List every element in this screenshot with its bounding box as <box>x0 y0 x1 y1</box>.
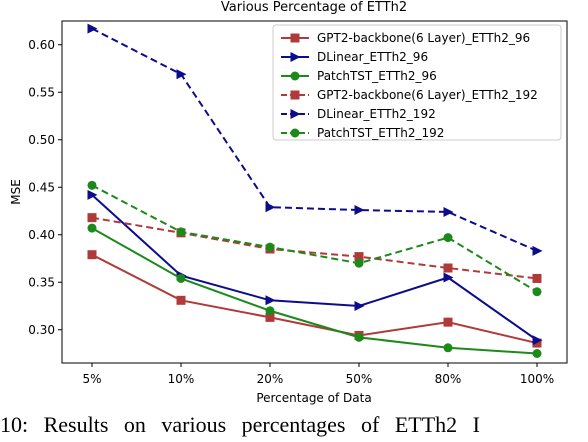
y-axis-label: MSE <box>9 179 23 205</box>
data-point <box>443 343 453 353</box>
legend: GPT2-backbone(6 Layer)_ETTh2_96 DLinear_E… <box>272 24 562 141</box>
data-point <box>532 287 542 297</box>
data-point <box>265 242 275 252</box>
x-tick-label: 5% <box>82 372 101 386</box>
data-point <box>176 69 187 80</box>
legend-label: GPT2-backbone(6 Layer)_ETTh2_192 <box>317 88 538 102</box>
x-tick-label: 50% <box>346 372 373 386</box>
series-5 <box>87 23 543 256</box>
y-tick-label: 0.35 <box>28 275 55 289</box>
data-point <box>87 189 98 200</box>
data-point <box>354 205 365 216</box>
y-tick-label: 0.40 <box>28 228 55 242</box>
x-tick-label: 80% <box>435 372 462 386</box>
series-3 <box>87 223 542 358</box>
data-point <box>87 213 97 223</box>
legend-marker <box>290 109 301 119</box>
y-tick-label: 0.30 <box>28 323 55 337</box>
plot-frame <box>61 20 568 364</box>
legend-marker <box>290 52 301 62</box>
data-point <box>354 252 364 262</box>
legend-label: PatchTST_ETTh2_192 <box>317 126 444 140</box>
series-line <box>91 184 538 293</box>
legend-label: PatchTST_ETTh2_96 <box>317 69 437 83</box>
legend-marker <box>290 90 300 100</box>
data-point <box>443 317 453 327</box>
legend-marker <box>290 33 300 43</box>
data-point <box>176 227 186 237</box>
series-line <box>91 253 538 345</box>
data-point <box>87 180 97 190</box>
legend-item: GPT2-backbone(6 Layer)_ETTh2_96 <box>281 31 530 45</box>
y-tick-label: 0.45 <box>28 180 55 194</box>
legend-label: DLinear_ETTh2_192 <box>317 107 436 121</box>
data-point <box>443 263 453 273</box>
data-point <box>176 273 186 283</box>
legend-marker <box>290 71 300 81</box>
data-point <box>265 306 275 316</box>
data-point <box>87 250 97 260</box>
chart-title: Various Percentage of ETTh2 <box>221 0 407 15</box>
series-layer <box>87 23 543 358</box>
data-point <box>443 233 453 243</box>
data-point <box>354 258 364 268</box>
y-tick-label: 0.55 <box>28 85 55 99</box>
x-tick-label: 100% <box>520 372 554 386</box>
series-line <box>91 27 538 252</box>
data-point <box>532 335 543 346</box>
data-point <box>176 295 186 305</box>
data-point <box>532 273 542 283</box>
figure-caption: 10: Results on various percentages of ET… <box>0 412 480 437</box>
data-point <box>87 223 97 233</box>
y-tick-label: 0.50 <box>28 133 55 147</box>
data-point <box>532 245 543 256</box>
series-line <box>91 194 538 342</box>
legend-item: PatchTST_ETTh2_96 <box>281 69 437 83</box>
data-point <box>265 202 276 213</box>
data-point <box>443 272 454 283</box>
data-point <box>265 295 276 306</box>
series-2 <box>87 189 543 346</box>
y-tick-label: 0.60 <box>28 38 55 52</box>
line-chart: Various Percentage of ETTh2 0.30 0.35 0.40… <box>9 0 568 405</box>
x-tick-label: 20% <box>257 372 284 386</box>
x-axis-label: Percentage of Data <box>256 391 371 405</box>
data-point <box>532 338 542 348</box>
legend-box <box>272 24 562 141</box>
data-point <box>443 206 454 217</box>
data-point <box>87 23 98 34</box>
data-point <box>532 349 542 358</box>
legend-item: PatchTST_ETTh2_192 <box>281 126 444 140</box>
x-axis: 5% 10% 20% 50% 80% 100% <box>82 363 554 386</box>
legend-marker <box>290 128 300 138</box>
legend-label: GPT2-backbone(6 Layer)_ETTh2_96 <box>317 31 530 45</box>
y-axis: 0.30 0.35 0.40 0.45 0.50 0.55 0.60 <box>28 38 62 337</box>
legend-label: DLinear_ETTh2_96 <box>317 50 428 64</box>
legend-item: GPT2-backbone(6 Layer)_ETTh2_192 <box>281 88 538 102</box>
legend-item: DLinear_ETTh2_96 <box>281 50 428 64</box>
series-line <box>91 216 538 280</box>
data-point <box>265 312 275 322</box>
data-point <box>354 332 364 342</box>
series-line <box>91 227 538 355</box>
legend-item: DLinear_ETTh2_192 <box>281 107 436 121</box>
data-point <box>354 301 365 311</box>
x-tick-label: 10% <box>168 372 195 386</box>
series-6 <box>87 180 542 297</box>
